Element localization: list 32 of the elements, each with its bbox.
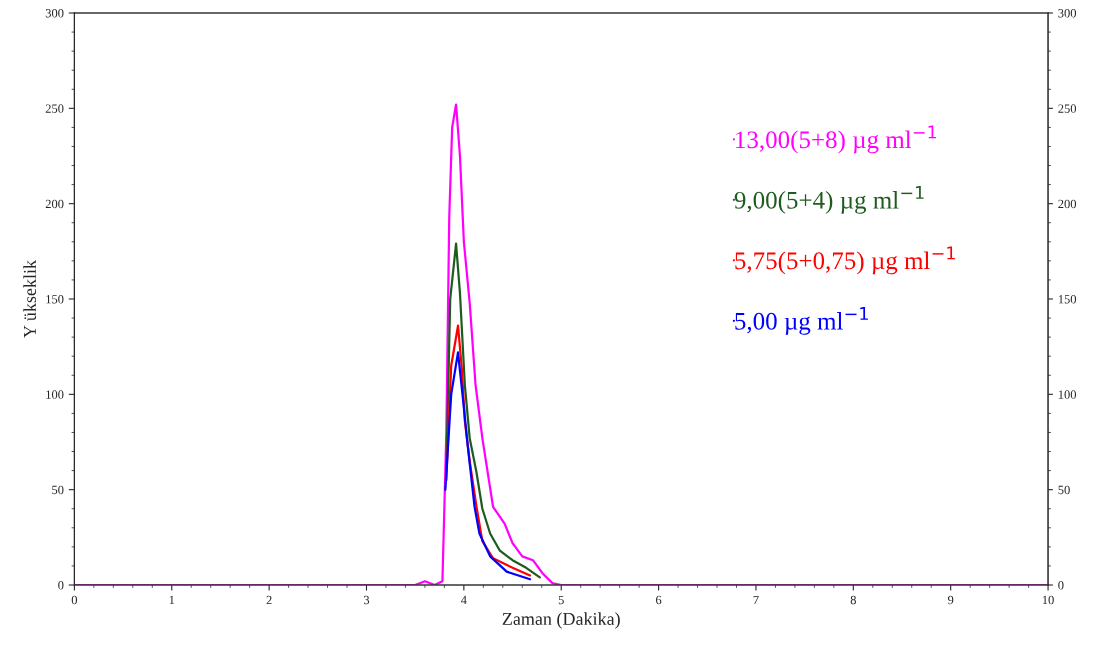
x-tick-label: 5 <box>558 595 564 605</box>
y-tick-label: 0 <box>58 581 64 590</box>
y-tick-label: 300 <box>45 9 64 18</box>
y2-tick-label: 0 <box>1058 581 1064 590</box>
x-tick-label: 8 <box>850 595 856 605</box>
x-tick-label: 1 <box>169 595 175 605</box>
x-axis-title: Zaman (Dakika) <box>502 612 620 629</box>
x-tick-label: 0 <box>71 595 78 605</box>
y-tick-label: 200 <box>45 199 64 209</box>
legend-label: 5,00 µg ml$^{−1}$ <box>735 307 868 335</box>
x-tick-label: 9 <box>947 595 954 605</box>
y2-tick-label: 300 <box>1058 9 1077 18</box>
legend-label: 5,75(5+0,75) µg ml$^{−1}$ <box>735 246 955 275</box>
legend-label: 9,00(5+4) µg ml$^{−1}$ <box>734 186 924 214</box>
y-axis-title: Y ükseklik <box>23 259 36 338</box>
x-tick-label: 2 <box>266 595 272 605</box>
legend-label: 13,00(5+8) µg ml$^{−1}$ <box>736 125 937 154</box>
y-tick-label: 150 <box>46 295 64 304</box>
line-series <box>445 242 541 579</box>
y2-tick-label: 150 <box>1058 295 1077 304</box>
y-tick-label: 100 <box>46 390 64 399</box>
y2-tick-label: 100 <box>1058 390 1077 399</box>
x-tick-label: 6 <box>656 595 662 605</box>
y-tick-label: 50 <box>52 485 64 495</box>
x-tick-label: 4 <box>460 595 467 605</box>
y-tick-label: 250 <box>45 104 64 113</box>
x-tick-label: 7 <box>753 595 759 605</box>
y2-tick-label: 250 <box>1058 104 1077 113</box>
y2-tick-label: 50 <box>1058 485 1070 495</box>
x-tick-label: 10 <box>1042 595 1054 605</box>
y2-tick-label: 200 <box>1058 199 1077 209</box>
x-tick-label: 3 <box>363 595 370 605</box>
